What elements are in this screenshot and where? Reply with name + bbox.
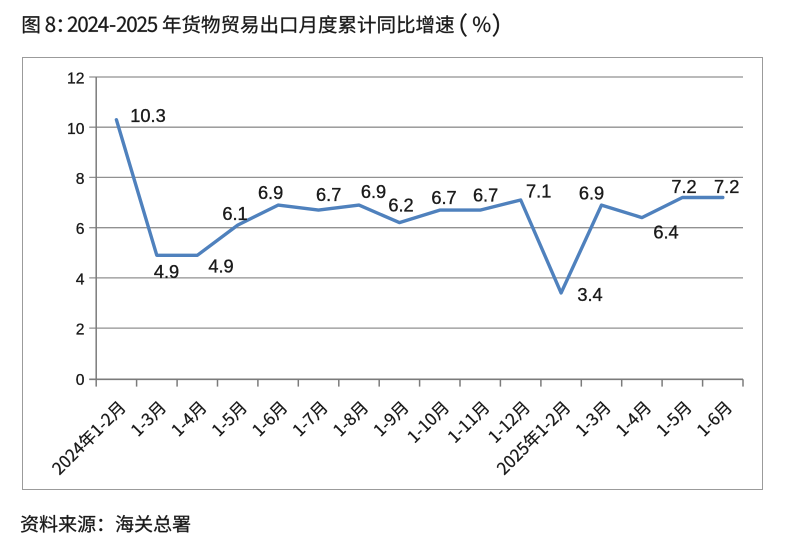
svg-text:6.4: 6.4	[653, 222, 678, 242]
svg-text:6.2: 6.2	[388, 195, 413, 215]
svg-text:6.9: 6.9	[361, 182, 386, 202]
svg-text:6.9: 6.9	[579, 183, 604, 203]
svg-text:7.2: 7.2	[714, 177, 739, 197]
svg-text:6.1: 6.1	[222, 204, 247, 224]
svg-text:10.3: 10.3	[130, 106, 165, 126]
svg-text:6.9: 6.9	[258, 183, 283, 203]
svg-text:12: 12	[67, 71, 84, 88]
svg-text:7.2: 7.2	[671, 177, 696, 197]
svg-text:4: 4	[76, 272, 85, 289]
svg-text:6.7: 6.7	[473, 185, 498, 205]
svg-text:4.9: 4.9	[208, 256, 233, 276]
svg-text:0: 0	[76, 372, 85, 389]
svg-text:7.1: 7.1	[526, 181, 551, 201]
svg-text:10: 10	[67, 121, 85, 138]
svg-text:8: 8	[76, 171, 85, 188]
svg-text:2: 2	[76, 322, 85, 339]
svg-text:4.9: 4.9	[154, 262, 179, 282]
svg-text:3.4: 3.4	[577, 285, 602, 305]
svg-text:6.7: 6.7	[431, 188, 456, 208]
svg-text:6: 6	[76, 221, 85, 238]
svg-text:6.7: 6.7	[316, 185, 341, 205]
